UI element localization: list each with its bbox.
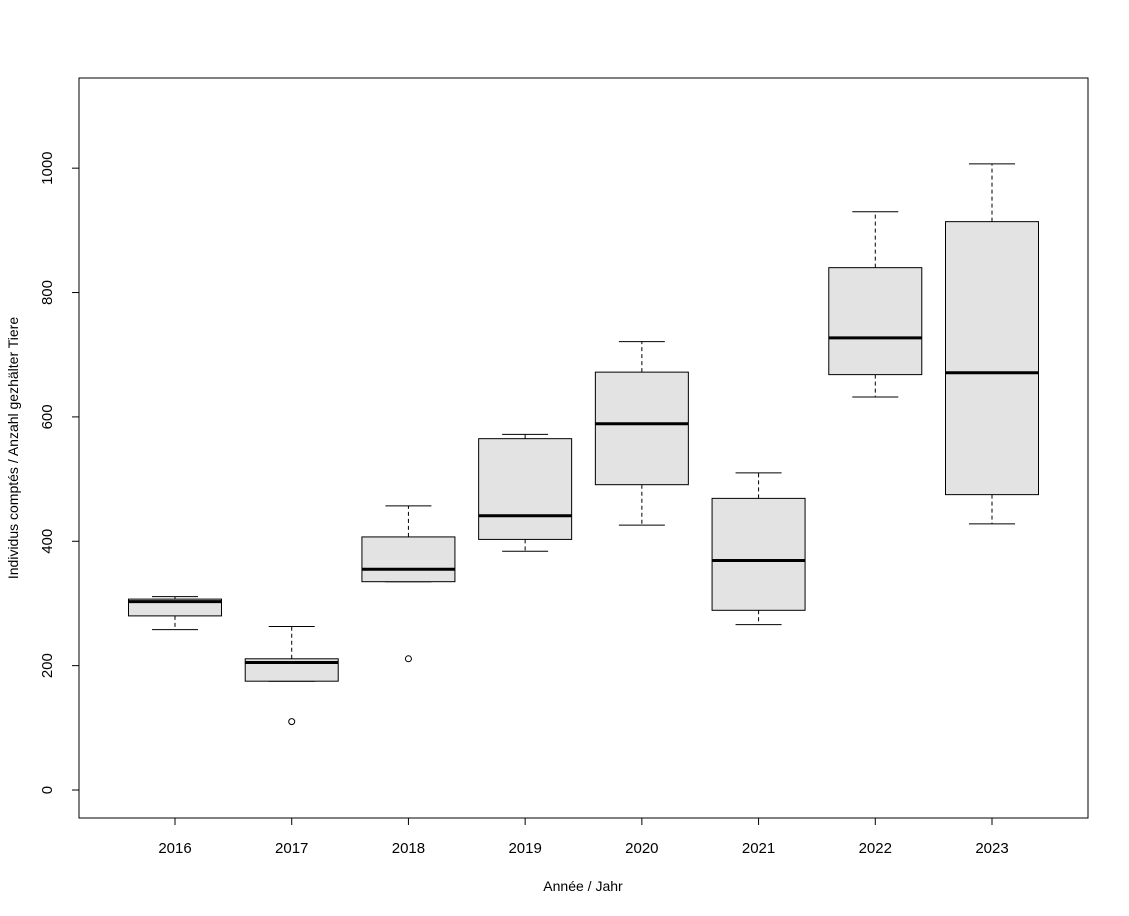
box-2023 bbox=[945, 163, 1039, 525]
boxes-layer bbox=[128, 163, 1039, 726]
box-2022 bbox=[828, 211, 923, 398]
y-tick-label: 200 bbox=[39, 653, 56, 678]
y-tick-label: 1000 bbox=[39, 151, 56, 184]
iqr-box bbox=[828, 267, 923, 376]
y-tick-label: 400 bbox=[39, 529, 56, 554]
y-tick-label: 0 bbox=[39, 786, 56, 794]
iqr-box bbox=[244, 658, 339, 682]
y-axis-label: Individus comptés / Anzahl gezhälter Tie… bbox=[5, 317, 21, 579]
iqr-box bbox=[128, 598, 222, 617]
outlier-point bbox=[404, 655, 412, 663]
box-2016 bbox=[128, 596, 222, 631]
x-axis-label: Année / Jahr bbox=[543, 878, 623, 894]
x-tick-label: 2016 bbox=[158, 840, 191, 857]
iqr-box bbox=[711, 497, 806, 611]
x-tick-label: 2021 bbox=[742, 840, 775, 857]
x-tick-label: 2019 bbox=[508, 840, 541, 857]
box-2018 bbox=[361, 505, 456, 663]
x-tick-label: 2022 bbox=[859, 840, 892, 857]
x-tick-label: 2020 bbox=[625, 840, 658, 857]
box-2019 bbox=[478, 433, 573, 552]
box-2020 bbox=[594, 341, 689, 526]
box-2017 bbox=[244, 625, 339, 726]
x-tick-label: 2018 bbox=[392, 840, 425, 857]
iqr-box bbox=[361, 536, 456, 583]
iqr-box bbox=[945, 221, 1039, 496]
plot-frame bbox=[78, 77, 1089, 819]
x-tick-label: 2017 bbox=[275, 840, 308, 857]
y-tick-label: 800 bbox=[39, 280, 56, 305]
box-2021 bbox=[711, 472, 806, 626]
x-tick-label: 2023 bbox=[975, 840, 1008, 857]
y-tick-label: 600 bbox=[39, 404, 56, 429]
x-axis: 2016 2017 2018 2019 2020 2021 2022 2023 bbox=[158, 817, 1009, 857]
iqr-box bbox=[594, 371, 689, 486]
y-axis: 0 200 400 600 800 1000 bbox=[39, 151, 80, 794]
outlier-point bbox=[288, 718, 296, 726]
iqr-box bbox=[478, 438, 573, 540]
